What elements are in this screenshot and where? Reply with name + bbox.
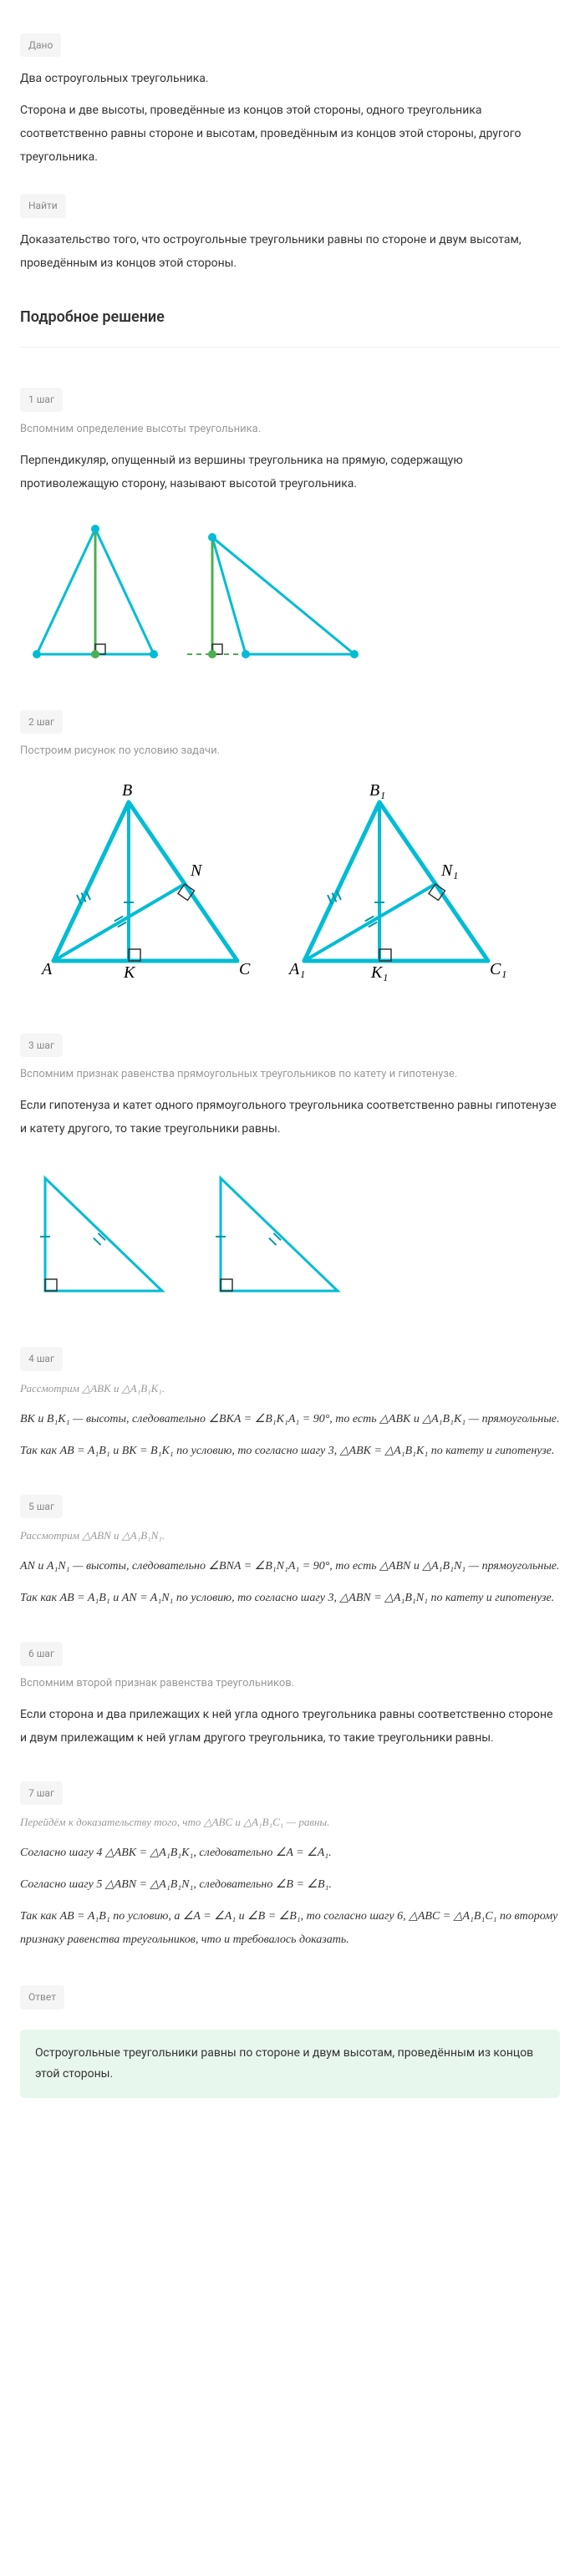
step-7-para-2: Так как AB = A₁B₁ по условию, а ∠A = ∠A₁…: [20, 1905, 560, 1952]
answer-box: Остроугольные треугольники равны по стор…: [20, 2030, 560, 2098]
find-text: Доказательство того, что остроугольные т…: [20, 228, 560, 275]
step-5-muted: Рассмотрим △ABN и △A₁B₁N₁.: [20, 1527, 560, 1545]
given-text-1: Два остроугольных треугольника.: [20, 67, 560, 90]
step-7-badge: 7 шаг: [20, 1781, 63, 1805]
section-title: Подробное решение: [20, 305, 560, 331]
step-5-badge: 5 шаг: [20, 1495, 63, 1518]
step-6-para-0: Если сторона и два прилежащих к ней угла…: [20, 1703, 560, 1750]
answer-text: Остроугольные треугольники равны по стор…: [35, 2046, 533, 2081]
svg-text:A₁: A₁: [287, 960, 305, 978]
step-4-badge: 4 шаг: [20, 1347, 63, 1370]
figure-right-triangles: [20, 1157, 560, 1315]
answer-badge: Ответ: [20, 1985, 64, 2009]
figure-altitude: [20, 512, 560, 678]
svg-text:K: K: [123, 963, 136, 982]
svg-text:B₁: B₁: [369, 781, 385, 800]
step-1-para-0: Перпендикуляр, опущенный из вершины треу…: [20, 449, 560, 495]
step-6-badge: 6 шаг: [20, 1642, 63, 1665]
step-3-para-0: Если гипотенуза и катет одного прямоугол…: [20, 1094, 560, 1141]
step-7-muted: Перейдём к доказательству того, что △ABC…: [20, 1813, 560, 1832]
step-4-muted: Рассмотрим △ABK и △A₁B₁K₁.: [20, 1379, 560, 1398]
given-badge: Дано: [20, 33, 61, 57]
step-3-badge: 3 шаг: [20, 1034, 63, 1057]
svg-text:K₁: K₁: [370, 963, 388, 982]
step-2-muted: Построим рисунок по условию задачи.: [20, 742, 560, 760]
svg-text:C₁: C₁: [490, 960, 506, 978]
step-6-muted: Вспомним второй признак равенства треуго…: [20, 1674, 560, 1693]
step-5-para-1: Так как AB = A₁B₁ и AN = A₁N₁ по условию…: [20, 1587, 560, 1610]
step-4-para-1: Так как AB = A₁B₁ и BK = B₁K₁ по условию…: [20, 1440, 560, 1463]
svg-text:N₁: N₁: [440, 861, 458, 880]
step-3-muted: Вспомним признак равенства прямоугольных…: [20, 1065, 560, 1084]
svg-text:A: A: [40, 960, 53, 978]
figure-main-triangles: A B C K N A₁ B₁ C₁ K₁ N₁: [20, 777, 560, 1002]
step-1-muted: Вспомним определение высоты треугольника…: [20, 420, 560, 439]
step-4-para-0: BK и B₁K₁ — высоты, следовательно ∠BKA =…: [20, 1408, 560, 1431]
step-1-badge: 1 шаг: [20, 388, 63, 411]
step-5-para-0: AN и A₁N₁ — высоты, следовательно ∠BNA =…: [20, 1555, 560, 1578]
svg-text:C: C: [239, 960, 251, 978]
svg-text:N: N: [190, 861, 203, 880]
given-text-2: Сторона и две высоты, проведённые из кон…: [20, 99, 560, 169]
divider: [20, 347, 560, 348]
step-2-badge: 2 шаг: [20, 710, 63, 734]
svg-text:B: B: [122, 781, 132, 800]
step-7-para-1: Согласно шагу 5 △ABN = △A₁B₁N₁, следоват…: [20, 1873, 560, 1897]
find-badge: Найти: [20, 194, 66, 217]
step-7-para-0: Согласно шагу 4 △ABK = △A₁B₁K₁, следоват…: [20, 1842, 560, 1865]
